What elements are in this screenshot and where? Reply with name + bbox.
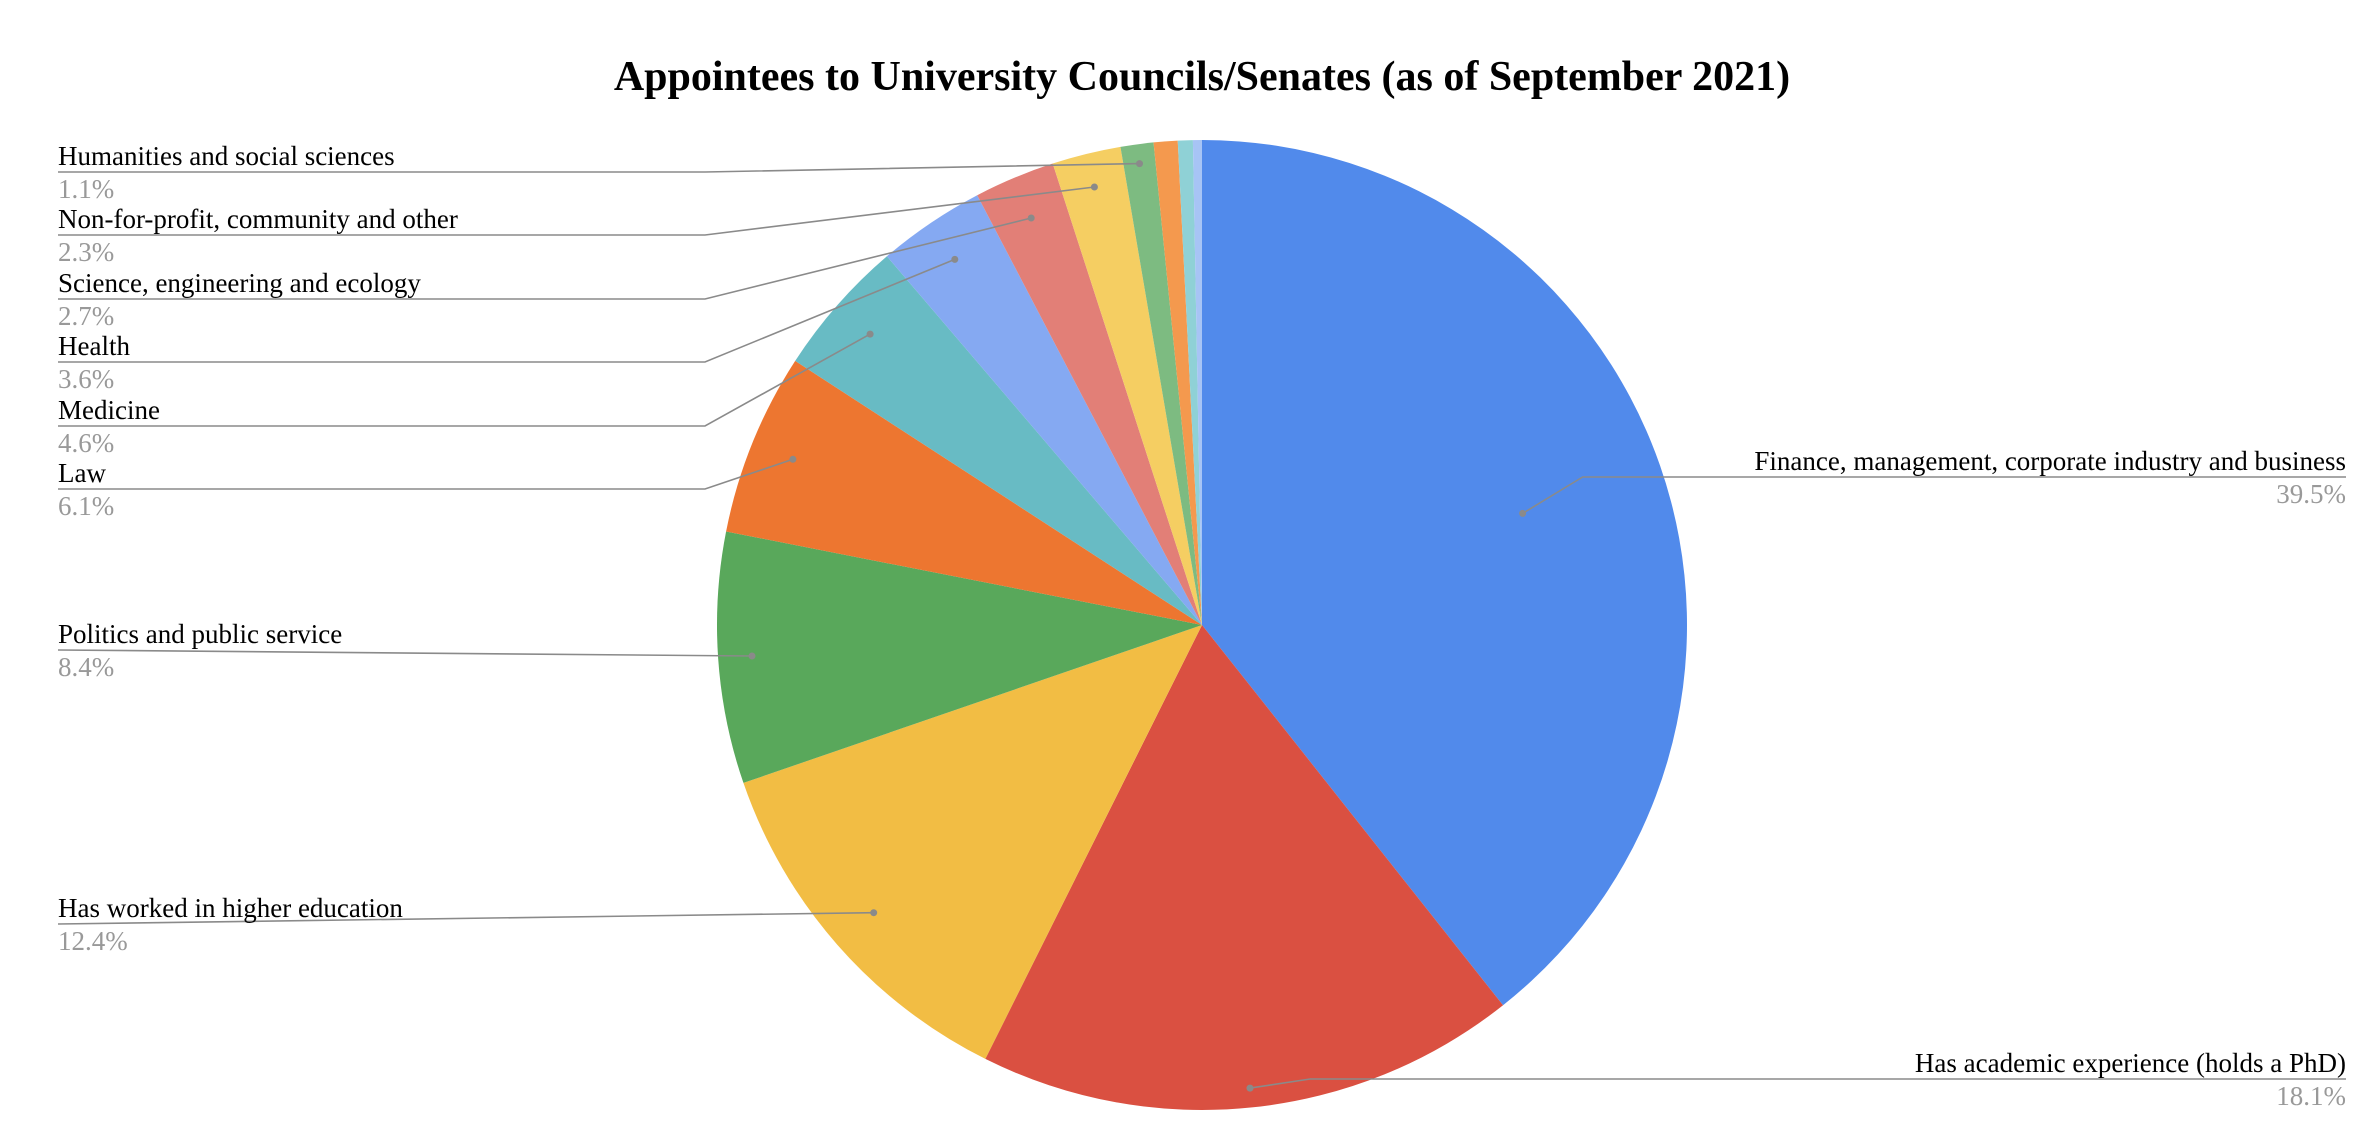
leader-dot-finance-management-corporate-industry-and-business	[1519, 509, 1527, 517]
leader-line-humanities-and-social-sciences	[58, 162, 1140, 173]
slice-label-has-worked-in-higher-education: Has worked in higher education	[58, 893, 403, 923]
slice-health	[886, 195, 1202, 626]
slice-value-health: 3.6%	[58, 364, 114, 394]
slice-11	[1177, 140, 1202, 625]
leader-line-health	[58, 258, 956, 363]
slice-has-worked-in-higher-education	[743, 625, 1202, 1059]
leader-line-medicine	[58, 333, 871, 427]
slice-value-humanities-and-social-sciences: 1.1%	[58, 174, 114, 204]
slice-label-law: Law	[58, 458, 106, 488]
slice-non-for-profit-community-and-other	[1052, 146, 1202, 625]
slice-value-law: 6.1%	[58, 491, 114, 521]
leader-line-has-academic-experience-holds-a-phd	[1249, 1078, 2346, 1089]
slice-value-medicine: 4.6%	[58, 428, 114, 458]
pie-slices	[717, 140, 1687, 1111]
slice-value-has-academic-experience-holds-a-phd: 18.1%	[2276, 1081, 2346, 1111]
slice-value-non-for-profit-community-and-other: 2.3%	[58, 237, 114, 267]
slice-10	[1153, 140, 1202, 626]
leader-line-science-engineering-and-ecology	[58, 217, 1032, 300]
leader-dot-science-engineering-and-ecology	[1027, 214, 1035, 222]
slice-law	[726, 360, 1202, 625]
slice-labels: Finance, management, corporate industry …	[58, 141, 2346, 1111]
leader-lines	[57, 160, 2346, 1092]
slice-politics-and-public-service	[717, 531, 1202, 783]
leader-line-finance-management-corporate-industry-and-business	[1522, 476, 2346, 515]
slice-value-finance-management-corporate-industry-and-business: 39.5%	[2276, 479, 2346, 509]
slice-label-science-engineering-and-ecology: Science, engineering and ecology	[58, 268, 421, 298]
slice-label-has-academic-experience-holds-a-phd: Has academic experience (holds a PhD)	[1915, 1048, 2346, 1078]
leader-line-non-for-profit-community-and-other	[58, 186, 1095, 236]
slice-label-finance-management-corporate-industry-and-business: Finance, management, corporate industry …	[1754, 446, 2346, 476]
slice-humanities-and-social-sciences	[1120, 142, 1202, 625]
leader-dot-health	[951, 255, 959, 263]
slice-value-science-engineering-and-ecology: 2.7%	[58, 301, 114, 331]
slice-label-health: Health	[58, 331, 130, 361]
slice-label-medicine: Medicine	[58, 395, 160, 425]
leader-dot-has-academic-experience-holds-a-phd	[1246, 1084, 1254, 1092]
leader-dot-law	[789, 455, 797, 463]
leader-line-politics-and-public-service	[57, 649, 753, 657]
leader-line-law	[58, 458, 794, 490]
slice-has-academic-experience-holds-a-phd	[985, 625, 1504, 1111]
leader-dot-has-worked-in-higher-education	[870, 909, 878, 917]
slice-label-politics-and-public-service: Politics and public service	[58, 619, 342, 649]
leader-dot-medicine	[866, 330, 874, 338]
slice-label-non-for-profit-community-and-other: Non-for-profit, community and other	[58, 204, 458, 234]
leader-line-has-worked-in-higher-education	[57, 911, 874, 925]
leader-dot-politics-and-public-service	[748, 652, 756, 660]
slice-value-politics-and-public-service: 8.4%	[58, 652, 114, 682]
slice-label-humanities-and-social-sciences: Humanities and social sciences	[58, 141, 395, 171]
slice-12	[1192, 140, 1202, 625]
leader-dot-humanities-and-social-sciences	[1136, 160, 1143, 168]
slice-value-has-worked-in-higher-education: 12.4%	[58, 926, 128, 956]
leader-dot-non-for-profit-community-and-other	[1090, 183, 1098, 191]
slice-finance-management-corporate-industry-and-business	[1202, 140, 1687, 1006]
chart-title: Appointees to University Councils/Senate…	[614, 54, 1790, 100]
slice-science-engineering-and-ecology	[977, 163, 1202, 626]
slice-medicine	[795, 256, 1202, 625]
